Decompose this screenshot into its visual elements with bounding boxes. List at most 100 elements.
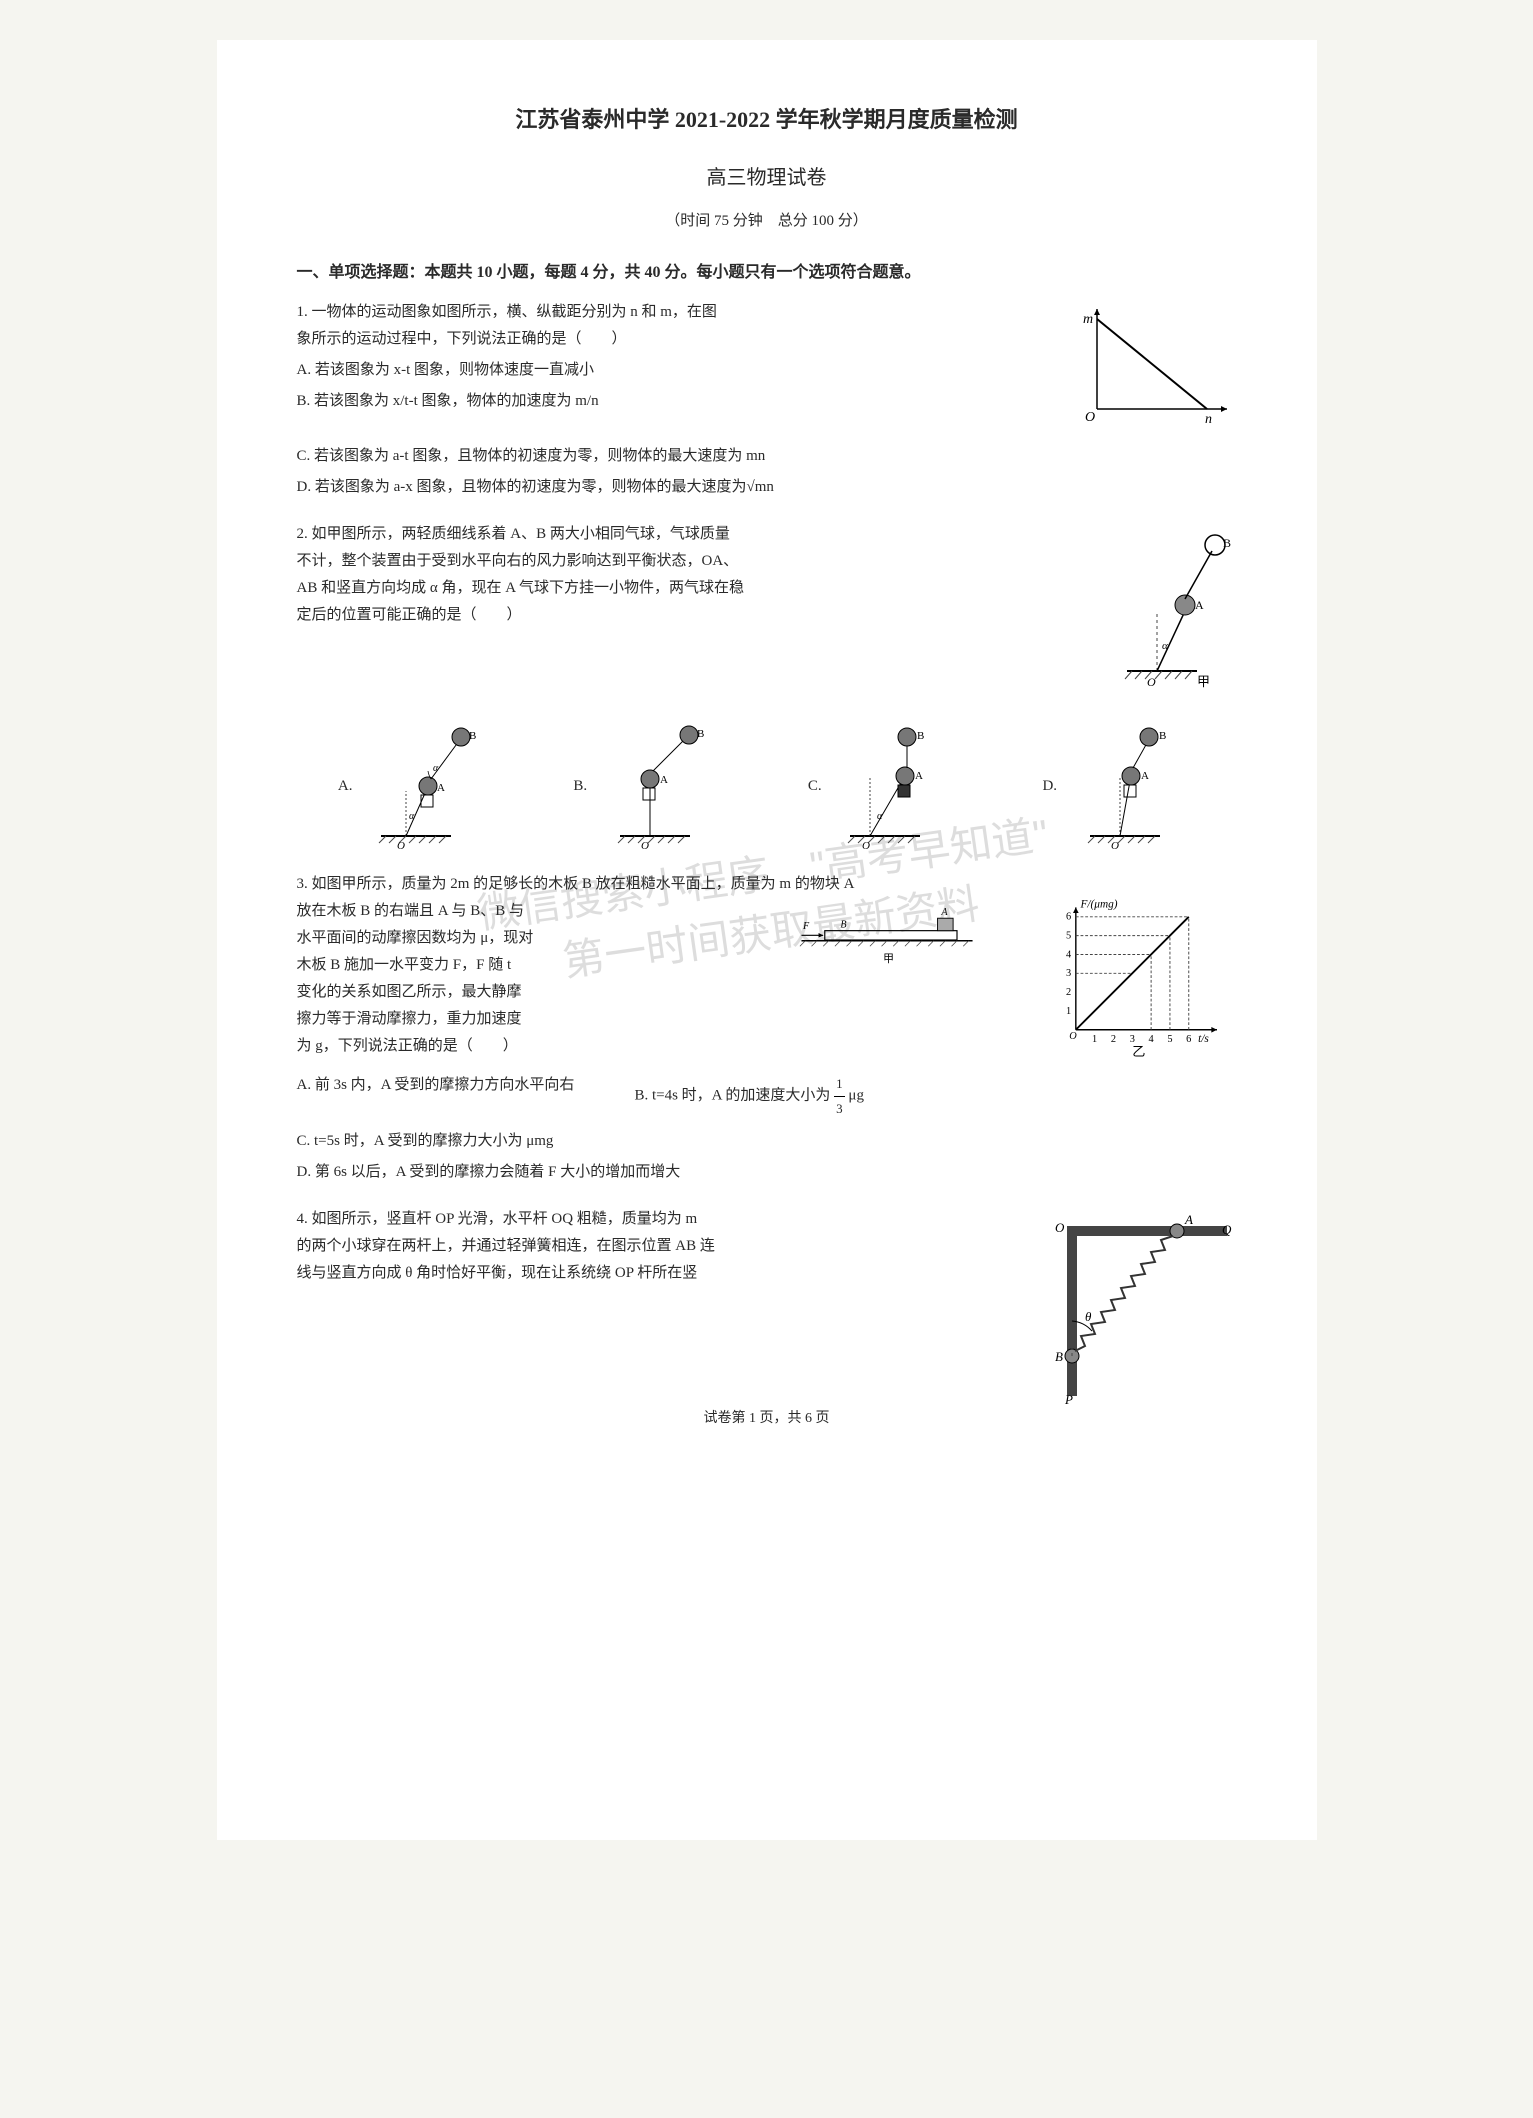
q2-label-C: C. <box>808 773 822 800</box>
q2-option-B: B. A B O <box>573 721 725 851</box>
svg-text:t/s: t/s <box>1198 1033 1209 1045</box>
q2-O-label: O <box>1147 675 1156 689</box>
q1-n-label: n <box>1205 412 1212 427</box>
q2-option-A: A. A B O α α <box>338 721 491 851</box>
exam-title: 江苏省泰州中学 2021-2022 学年秋学期月度质量检测 <box>297 100 1237 140</box>
q2-figA: A B O α α <box>361 721 491 851</box>
svg-text:θ: θ <box>1085 1309 1092 1324</box>
q3-fig-right: 123 456 123 456 F/(μmg) t/s <box>1037 898 1237 1068</box>
q3-optC: C. t=5s 时，A 受到的摩擦力大小为 μmg <box>297 1128 1237 1155</box>
exam-subtitle: 高三物理试卷 <box>297 160 1237 196</box>
q3-optB-suffix: μg <box>848 1088 864 1104</box>
q2-label-B: B. <box>573 773 587 800</box>
svg-text:5: 5 <box>1167 1034 1172 1045</box>
svg-text:O: O <box>1069 1032 1077 1043</box>
q1-optA: A. 若该图象为 x-t 图象，则物体速度一直减小 <box>297 357 1057 384</box>
q3-optD: D. 第 6s 以后，A 受到的摩擦力会随着 F 大小的增加而增大 <box>297 1159 1237 1186</box>
svg-text:1: 1 <box>1065 1006 1070 1017</box>
q2-figB: A B O <box>595 721 725 851</box>
q3-optB-frac: 13 <box>834 1072 845 1120</box>
q1-m-label: m <box>1083 312 1093 327</box>
q2-stem1: 2. 如甲图所示，两轻质细线系着 A、B 两大小相同气球，气球质量 <box>297 521 1077 548</box>
q3-optA: A. 前 3s 内，A 受到的摩擦力方向水平向右 <box>297 1072 575 1120</box>
q2-option-D: D. A B O <box>1042 721 1195 851</box>
q3-stem6: 擦力等于滑动摩擦力，重力加速度 <box>297 1006 737 1033</box>
svg-text:O: O <box>862 840 870 851</box>
svg-text:F: F <box>802 922 810 933</box>
q3-fig-left: F B A 甲 <box>757 898 1017 978</box>
q3-caption-right: 乙 <box>1132 1045 1145 1059</box>
q3-optB-prefix: B. t=4s 时，A 的加速度大小为 <box>634 1088 830 1104</box>
svg-text:A: A <box>940 908 948 919</box>
q2-stem3: AB 和竖直方向均成 α 角，现在 A 气球下方挂一小物件，两气球在稳 <box>297 575 1077 602</box>
q2-A-label: A <box>1195 598 1204 612</box>
svg-text:2: 2 <box>1110 1034 1115 1045</box>
exam-meta: （时间 75 分钟 总分 100 分） <box>297 208 1237 235</box>
q1-stem1: 1. 一物体的运动图象如图所示，横、纵截距分别为 n 和 m，在图 <box>297 299 1057 326</box>
svg-text:B: B <box>697 728 704 740</box>
svg-text:O: O <box>1111 840 1119 851</box>
svg-text:4: 4 <box>1148 1034 1154 1045</box>
q2-main-fig: A B O α 甲 <box>1097 521 1237 701</box>
svg-text:α: α <box>409 811 415 822</box>
q3-stem3: 水平面间的动摩擦因数均为 μ，现对 <box>297 925 737 952</box>
question-2: 2. 如甲图所示，两轻质细线系着 A、B 两大小相同气球，气球质量 不计，整个装… <box>297 521 1237 851</box>
q2-alpha-label: α <box>1162 640 1168 652</box>
svg-text:B: B <box>1055 1349 1063 1364</box>
q3-stem7: 为 g，下列说法正确的是（ ） <box>297 1033 737 1060</box>
svg-text:O: O <box>1055 1220 1065 1235</box>
svg-text:Q: Q <box>1222 1222 1232 1237</box>
page-footer: 试卷第 1 页，共 6 页 <box>297 1406 1237 1431</box>
q2-stem4: 定后的位置可能正确的是（ ） <box>297 602 1077 629</box>
svg-text:5: 5 <box>1065 931 1070 942</box>
q3-stem5: 变化的关系如图乙所示，最大静摩 <box>297 979 737 1006</box>
svg-text:A: A <box>1184 1212 1193 1227</box>
q1-O-label: O <box>1085 410 1095 425</box>
q2-options-row: A. A B O α α <box>297 721 1237 851</box>
q2-figC: A B O α <box>830 721 960 851</box>
question-3: 3. 如图甲所示，质量为 2m 的足够长的木板 B 放在粗糙水平面上，质量为 m… <box>297 871 1237 1186</box>
svg-text:B: B <box>917 730 924 742</box>
svg-text:P: P <box>1064 1392 1073 1406</box>
question-4: θ O A Q B P 4. 如图所示，竖直杆 OP 光滑，水平杆 OQ 粗糙，… <box>297 1206 1237 1287</box>
svg-text:6: 6 <box>1065 912 1070 923</box>
q3-stem2: 放在木板 B 的右端且 A 与 B、B 与 <box>297 898 737 925</box>
svg-text:O: O <box>641 840 649 851</box>
q1-graph: m n O <box>1077 299 1237 439</box>
svg-text:α: α <box>433 763 439 774</box>
q1-optC: C. 若该图象为 a-t 图象，且物体的初速度为零，则物体的最大速度为 mn <box>297 443 1237 470</box>
svg-text:A: A <box>660 774 668 786</box>
svg-text:3: 3 <box>1065 969 1070 980</box>
svg-text:B: B <box>469 730 476 742</box>
svg-text:A: A <box>1141 770 1149 782</box>
q2-option-C: C. A B O α <box>808 721 960 851</box>
svg-text:A: A <box>915 770 923 782</box>
section1-header: 一、单项选择题：本题共 10 小题，每题 4 分，共 40 分。每小题只有一个选… <box>297 259 1237 288</box>
svg-text:A: A <box>437 782 445 794</box>
svg-text:6: 6 <box>1186 1034 1191 1045</box>
svg-text:B: B <box>1159 730 1166 742</box>
exam-page: 微信搜索小程序 "高考早知道" 第一时间获取最新资料 江苏省泰州中学 2021-… <box>217 40 1317 1840</box>
svg-text:α: α <box>877 811 883 822</box>
q3-optB: B. t=4s 时，A 的加速度大小为 13 μg <box>634 1072 864 1120</box>
q2-stem2: 不计，整个装置由于受到水平向右的风力影响达到平衡状态，OA、 <box>297 548 1077 575</box>
q3-stem4: 木板 B 施加一水平变力 F，F 随 t <box>297 952 737 979</box>
svg-text:B: B <box>840 920 846 931</box>
q2-label-A: A. <box>338 773 353 800</box>
q1-stem2: 象所示的运动过程中，下列说法正确的是（ ） <box>297 326 1057 353</box>
q1-optB: B. 若该图象为 x/t-t 图象，物体的加速度为 m/n <box>297 388 1057 415</box>
q2-B-label: B <box>1223 536 1231 550</box>
q2-caption: 甲 <box>1197 674 1210 689</box>
q3-stem1: 3. 如图甲所示，质量为 2m 的足够长的木板 B 放在粗糙水平面上，质量为 m… <box>297 871 1237 898</box>
svg-text:1: 1 <box>1092 1034 1097 1045</box>
q2-figD: A B O <box>1065 721 1195 851</box>
svg-text:4: 4 <box>1065 950 1071 961</box>
svg-text:O: O <box>397 840 405 851</box>
q2-label-D: D. <box>1042 773 1057 800</box>
q3-caption-left: 甲 <box>883 953 894 965</box>
svg-text:F/(μmg): F/(μmg) <box>1079 899 1117 911</box>
q4-fig: θ O A Q B P <box>1037 1206 1237 1406</box>
svg-text:2: 2 <box>1065 987 1070 998</box>
question-1: 1. 一物体的运动图象如图所示，横、纵截距分别为 n 和 m，在图 象所示的运动… <box>297 299 1237 501</box>
q1-optD: D. 若该图象为 a-x 图象，且物体的初速度为零，则物体的最大速度为√mn <box>297 474 1237 501</box>
